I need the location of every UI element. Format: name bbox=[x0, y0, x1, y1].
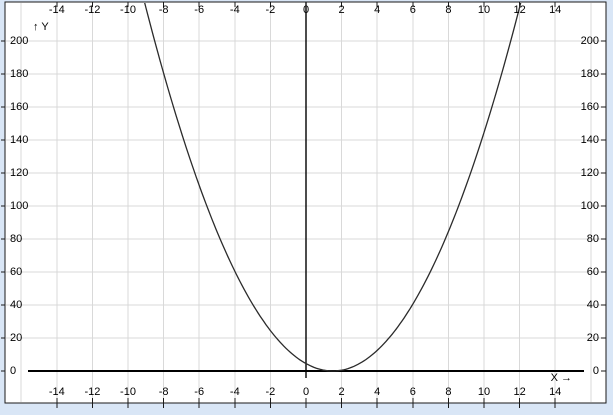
x-tick-label-top: -4 bbox=[230, 4, 240, 16]
x-tick-label-bottom: -6 bbox=[194, 386, 204, 398]
tick-labels: -14 -14 -12 -12 -10 -10 -8 -8 -6 -6 -4 -4 -2 -2 0 0 2 2 4 4… bbox=[10, 4, 599, 398]
y-axis-label: ↑ Y bbox=[33, 21, 49, 33]
x-tick-label-bottom: -4 bbox=[230, 386, 240, 398]
x-tick-label-top: 12 bbox=[513, 4, 525, 16]
x-tick-label-bottom: 4 bbox=[374, 386, 380, 398]
y-tick-label-left: 200 bbox=[10, 35, 28, 47]
y-tick-label-left: 60 bbox=[10, 266, 22, 278]
y-tick-label-right: 120 bbox=[581, 167, 599, 179]
x-tick-label-bottom: 14 bbox=[549, 386, 561, 398]
x-tick-label-top: 14 bbox=[549, 4, 561, 16]
y-tick-label-right: 140 bbox=[581, 134, 599, 146]
y-tick-label-right: 80 bbox=[587, 233, 599, 245]
y-tick-label-left: 40 bbox=[10, 299, 22, 311]
x-tick-label-bottom: 6 bbox=[410, 386, 416, 398]
y-tick-label-right: 100 bbox=[581, 200, 599, 212]
x-tick-label-top: -2 bbox=[266, 4, 276, 16]
x-tick-label-bottom: 12 bbox=[513, 386, 525, 398]
x-tick-label-bottom: 2 bbox=[339, 386, 345, 398]
x-tick-label-top: 0 bbox=[303, 4, 309, 16]
x-tick-label-top: 10 bbox=[478, 4, 490, 16]
x-tick-label-top: 4 bbox=[374, 4, 380, 16]
x-tick-label-bottom: 8 bbox=[445, 386, 451, 398]
y-tick-label-right: 200 bbox=[581, 35, 599, 47]
function-curve bbox=[144, 3, 522, 372]
y-tick-label-right: 20 bbox=[587, 332, 599, 344]
x-tick-label-bottom: -8 bbox=[159, 386, 169, 398]
y-tick-label-right: 160 bbox=[581, 101, 599, 113]
x-tick-label-bottom: -14 bbox=[49, 386, 65, 398]
y-tick-label-left: 0 bbox=[10, 365, 16, 377]
y-tick-label-right: 180 bbox=[581, 68, 599, 80]
x-tick-label-top: -8 bbox=[159, 4, 169, 16]
x-tick-label-top: -10 bbox=[120, 4, 136, 16]
y-tick-label-right: 0 bbox=[593, 365, 599, 377]
y-tick-label-left: 80 bbox=[10, 233, 22, 245]
x-tick-label-top: -14 bbox=[49, 4, 65, 16]
y-tick-label-right: 40 bbox=[587, 299, 599, 311]
y-tick-label-left: 100 bbox=[10, 200, 28, 212]
y-tick-label-left: 20 bbox=[10, 332, 22, 344]
x-tick-label-bottom: -12 bbox=[84, 386, 100, 398]
y-tick-label-right: 60 bbox=[587, 266, 599, 278]
x-tick-label-top: 2 bbox=[339, 4, 345, 16]
x-tick-label-top: 6 bbox=[410, 4, 416, 16]
x-tick-label-bottom: -10 bbox=[120, 386, 136, 398]
y-tick-label-left: 180 bbox=[10, 68, 28, 80]
x-tick-label-bottom: 10 bbox=[478, 386, 490, 398]
y-tick-label-left: 160 bbox=[10, 101, 28, 113]
x-tick-label-bottom: 0 bbox=[303, 386, 309, 398]
x-tick-label-top: -12 bbox=[84, 4, 100, 16]
y-tick-label-left: 120 bbox=[10, 167, 28, 179]
x-axis-label: X → bbox=[550, 372, 572, 384]
axes bbox=[28, 2, 584, 378]
x-tick-label-top: -6 bbox=[194, 4, 204, 16]
x-tick-label-bottom: -2 bbox=[266, 386, 276, 398]
y-tick-label-left: 140 bbox=[10, 134, 28, 146]
plot-frame bbox=[4, 1, 607, 404]
x-tick-label-top: 8 bbox=[445, 4, 451, 16]
